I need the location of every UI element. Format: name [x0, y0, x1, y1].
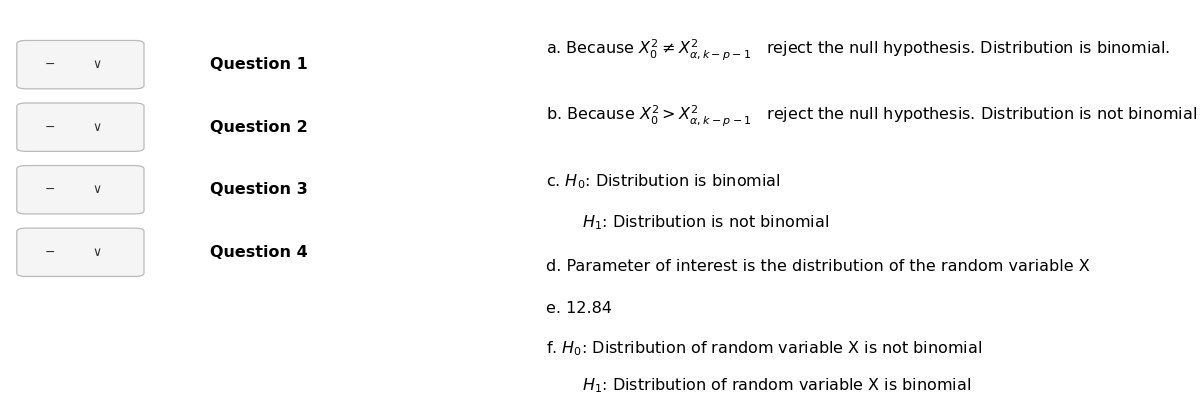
- Text: d. Parameter of interest is the distribution of the random variable X: d. Parameter of interest is the distribu…: [546, 259, 1090, 274]
- FancyBboxPatch shape: [17, 166, 144, 214]
- Text: Question 1: Question 1: [210, 57, 307, 72]
- Text: −: −: [44, 121, 55, 134]
- Text: a. Because $X_0^2 \neq X^2_{\alpha,k-p-1}$   reject the null hypothesis. Distrib: a. Because $X_0^2 \neq X^2_{\alpha,k-p-1…: [546, 38, 1170, 63]
- Text: b. Because $X_0^2 > X^2_{\alpha,k-p-1}$   reject the null hypothesis. Distributi: b. Because $X_0^2 > X^2_{\alpha,k-p-1}$ …: [546, 104, 1198, 129]
- Text: f. $H_0$: Distribution of random variable X is not binomial: f. $H_0$: Distribution of random variabl…: [546, 339, 982, 357]
- Text: $H_1$: Distribution is not binomial: $H_1$: Distribution is not binomial: [582, 214, 829, 232]
- Text: $H_1$: Distribution of random variable X is binomial: $H_1$: Distribution of random variable X…: [582, 377, 971, 395]
- Text: ∨: ∨: [92, 246, 101, 259]
- Text: −: −: [44, 246, 55, 259]
- Text: Question 3: Question 3: [210, 182, 307, 197]
- Text: Question 2: Question 2: [210, 120, 307, 135]
- Text: Question 4: Question 4: [210, 245, 307, 260]
- Text: ∨: ∨: [92, 121, 101, 134]
- FancyBboxPatch shape: [17, 103, 144, 151]
- FancyBboxPatch shape: [17, 40, 144, 89]
- Text: e. 12.84: e. 12.84: [546, 301, 612, 316]
- Text: −: −: [44, 183, 55, 196]
- Text: ∨: ∨: [92, 183, 101, 196]
- Text: ∨: ∨: [92, 58, 101, 71]
- Text: −: −: [44, 58, 55, 71]
- FancyBboxPatch shape: [17, 228, 144, 276]
- Text: c. $H_0$: Distribution is binomial: c. $H_0$: Distribution is binomial: [546, 172, 781, 191]
